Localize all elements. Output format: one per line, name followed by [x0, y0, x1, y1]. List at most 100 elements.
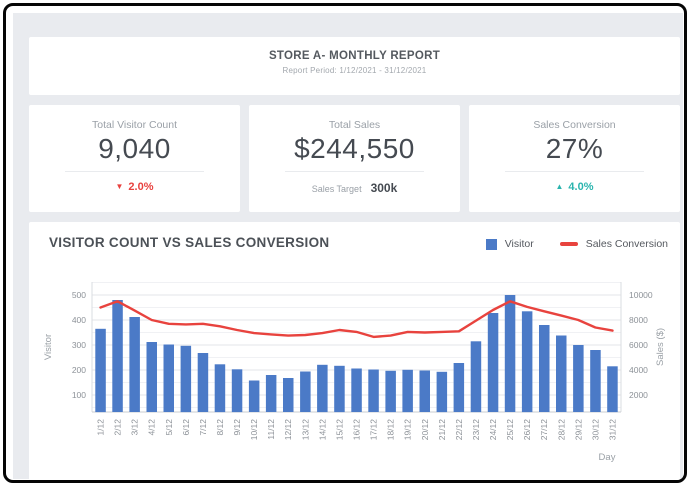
legend-item-visitor: Visitor — [485, 238, 534, 250]
x-axis-tick: 15/12 — [334, 419, 344, 441]
bar-30/12 — [590, 350, 601, 412]
visitor-vs-sales-conversion-chart: 100 200 300 400 500 2000 4000 6000 8000 10000 1/12… — [43, 282, 666, 463]
report-title: STORE A- MONTHLY REPORT — [268, 50, 441, 62]
bar-24/12 — [487, 313, 499, 412]
bar-15/12 — [334, 365, 345, 413]
kpi-value: 9,040 — [98, 133, 171, 164]
x-axis-tick: 8/12 — [215, 419, 225, 436]
decrease-arrow-icon: ▼ — [115, 182, 124, 191]
chart-card: 100 200 300 400 500 2000 4000 6000 8000 10000 1/12… — [29, 222, 680, 480]
kpi-delta-up: ▲ 4.0% — [469, 181, 680, 193]
x-axis-tick: 23/12 — [471, 419, 481, 441]
bar-27/12 — [539, 325, 550, 412]
bar-10/12 — [248, 380, 260, 412]
x-axis-tick: 26/12 — [522, 419, 532, 441]
chart-title: VISITOR COUNT VS SALES CONVERSION — [49, 235, 330, 250]
kpi-card-total-visitor-count: Total Visitor Count 9,040 ▼ 2.0% — [29, 105, 240, 212]
x-axis-tick: 2/12 — [113, 419, 123, 436]
bar-17/12 — [368, 369, 379, 412]
visitor-series-swatch-icon — [485, 238, 497, 250]
bar-4/12 — [146, 342, 157, 412]
x-axis-tick: 7/12 — [198, 419, 208, 436]
x-axis-tick: 21/12 — [437, 419, 447, 441]
bar-9/12 — [231, 369, 243, 413]
sales-target-value: 300k — [370, 181, 398, 195]
kpi-delta-down: ▼ 2.0% — [29, 181, 240, 193]
divider — [284, 171, 425, 172]
right-axis-tick: 8000 — [629, 315, 648, 325]
x-axis-tick: 17/12 — [369, 419, 379, 441]
left-axis-tick: 100 — [72, 390, 86, 400]
report-header-card: STORE A- MONTHLY REPORT Report Period: 1… — [29, 37, 680, 95]
kpi-delta-value: 4.0% — [568, 181, 594, 193]
bar-8/12 — [214, 364, 226, 413]
right-axis-tick: 4000 — [629, 365, 648, 375]
bar-31/12 — [607, 366, 618, 413]
bar-1/12 — [95, 328, 106, 413]
left-axis-title: Visitor — [43, 334, 54, 360]
x-axis-tick: 24/12 — [488, 419, 498, 441]
right-axis-title: Sales ($) — [655, 328, 666, 366]
sales-conversion-series-swatch-icon — [559, 242, 578, 246]
x-axis-tick: 9/12 — [232, 419, 242, 436]
bar-22/12 — [453, 363, 465, 412]
report-period: Report Period: 1/12/2021 - 31/12/2021 — [282, 66, 427, 75]
x-axis-title: Day — [599, 452, 616, 463]
bar-3/12 — [129, 317, 140, 412]
bar-21/12 — [436, 371, 448, 413]
kpi-value: 27% — [545, 133, 604, 164]
kpi-card-sales-conversion: Sales Conversion 27% ▲ 4.0% — [469, 105, 680, 212]
x-axis-tick: 10/12 — [249, 419, 259, 441]
bar-28/12 — [556, 335, 567, 412]
x-axis-tick: 20/12 — [420, 419, 430, 441]
bar-29/12 — [573, 345, 584, 412]
bar-6/12 — [180, 345, 192, 413]
x-axis-tick: 29/12 — [573, 419, 583, 441]
x-axis-tick: 18/12 — [386, 419, 396, 441]
x-axis-tick: 13/12 — [300, 419, 310, 441]
x-axis-tick: 28/12 — [556, 419, 566, 441]
bar-25/12 — [504, 295, 516, 412]
bar-20/12 — [419, 370, 430, 412]
x-axis-tick: 25/12 — [505, 419, 515, 441]
bar-26/12 — [521, 311, 533, 413]
bar-19/12 — [402, 369, 413, 413]
sales-target-label: Sales Target — [311, 184, 362, 194]
bar-13/12 — [300, 371, 311, 412]
right-axis-tick: 2000 — [629, 390, 648, 400]
bar-7/12 — [197, 353, 209, 412]
kpi-card-total-sales: Total Sales $244,550 Sales Target 300k — [249, 105, 460, 212]
left-axis-tick: 300 — [72, 340, 86, 350]
x-axis-tick: 16/12 — [352, 419, 362, 441]
x-axis-tick: 22/12 — [454, 419, 464, 441]
legend-label: Visitor — [504, 238, 534, 250]
x-axis-tick: 4/12 — [147, 419, 157, 436]
left-axis-tick: 200 — [72, 365, 86, 375]
kpi-label: Sales Conversion — [533, 119, 616, 131]
left-axis-tick: 400 — [72, 315, 86, 325]
increase-arrow-icon: ▲ — [555, 182, 564, 191]
x-axis-tick: 1/12 — [96, 419, 106, 436]
x-axis-tick: 5/12 — [164, 419, 174, 436]
x-axis-tick: 6/12 — [181, 419, 191, 436]
x-axis-tick: 19/12 — [403, 419, 413, 441]
right-axis-tick: 6000 — [629, 340, 648, 350]
bar-5/12 — [163, 344, 174, 412]
x-axis-tick: 27/12 — [539, 419, 549, 441]
x-axis-tick: 14/12 — [317, 419, 327, 441]
sales-target-row: Sales Target 300k — [249, 181, 460, 195]
left-axis-tick: 500 — [72, 290, 86, 300]
kpi-value: $244,550 — [294, 133, 415, 164]
divider — [64, 171, 205, 172]
visitor-bars — [95, 295, 618, 413]
x-axis-tick: 30/12 — [590, 419, 600, 441]
chart-legend: Visitor Sales Conversion — [485, 238, 668, 250]
legend-label: Sales Conversion — [585, 238, 668, 250]
divider — [504, 171, 645, 172]
bar-2/12 — [112, 300, 123, 412]
right-axis-tick: 10000 — [629, 290, 653, 300]
sales-conversion-line — [99, 300, 614, 339]
kpi-label: Total Visitor Count — [91, 119, 177, 131]
x-axis-tick: 31/12 — [608, 419, 618, 441]
x-axis-tick: 3/12 — [130, 419, 140, 436]
